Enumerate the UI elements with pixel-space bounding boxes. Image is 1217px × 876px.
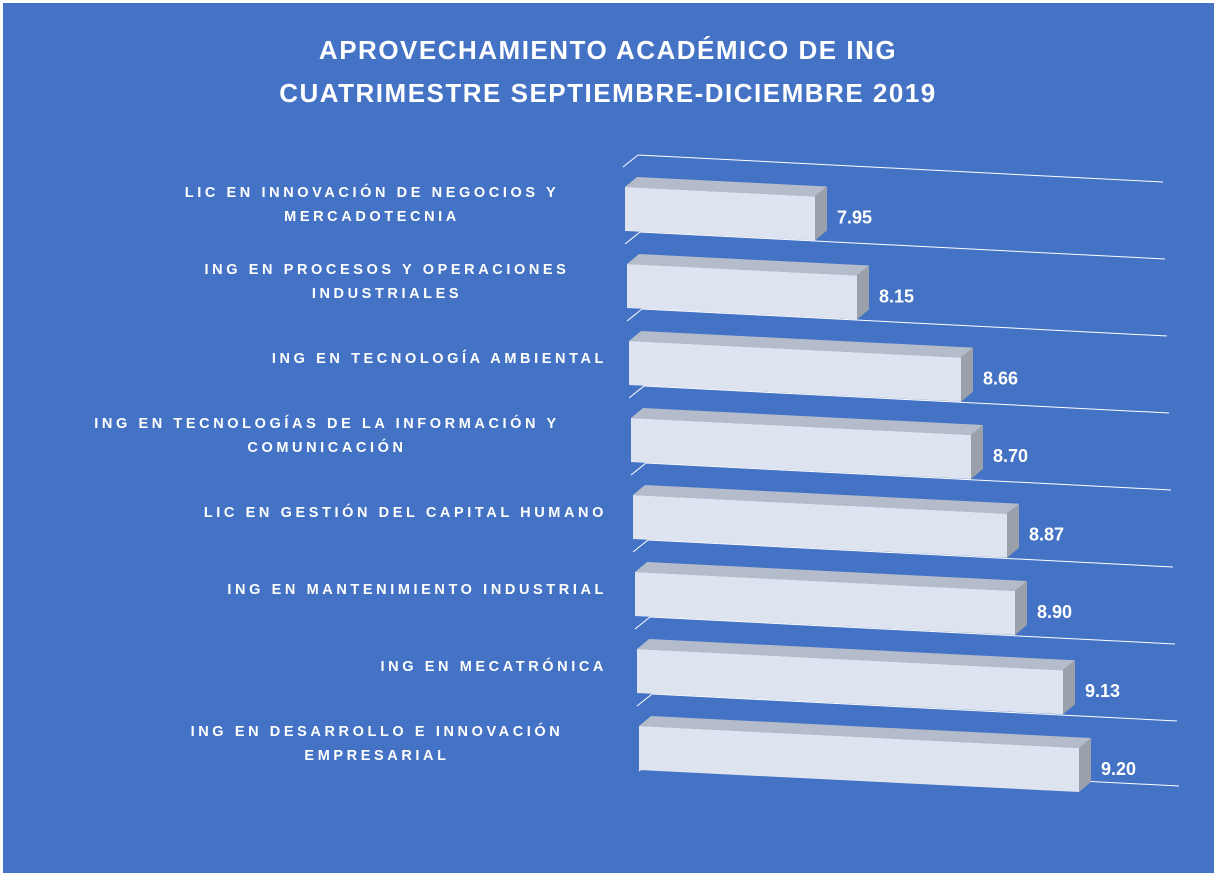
grid-line bbox=[632, 539, 649, 553]
grid-line bbox=[626, 308, 643, 322]
category-label: LIC EN GESTIÓN DEL CAPITAL HUMANO bbox=[203, 505, 607, 521]
bar-front bbox=[633, 495, 1007, 558]
bar-top bbox=[629, 331, 973, 358]
grid-line bbox=[628, 385, 645, 399]
bar-top bbox=[631, 408, 983, 435]
grid-line bbox=[636, 693, 653, 707]
bar-side bbox=[1015, 581, 1027, 635]
bar-front bbox=[627, 264, 857, 320]
bar-side bbox=[1079, 738, 1091, 792]
bar bbox=[637, 639, 1075, 715]
bar-side bbox=[857, 265, 869, 320]
chart-title: APROVECHAMIENTO ACADÉMICO DE ING bbox=[319, 35, 897, 65]
grid-line bbox=[645, 462, 1172, 491]
grid-line bbox=[622, 154, 639, 168]
value-label: 9.20 bbox=[1101, 759, 1136, 779]
bar-top bbox=[639, 716, 1091, 748]
grid-line bbox=[624, 231, 641, 245]
bar bbox=[635, 562, 1027, 635]
bar-top bbox=[635, 562, 1027, 591]
bar-top bbox=[625, 177, 827, 197]
grid-line bbox=[643, 385, 1170, 414]
category-label: ING EN PROCESOS Y OPERACIONES INDUSTRIAL… bbox=[204, 262, 570, 302]
bar-side bbox=[1007, 503, 1019, 558]
bar-side bbox=[961, 347, 973, 402]
category-label: LIC EN INNOVACIÓN DE NEGOCIOS Y MERCADOT… bbox=[184, 185, 560, 225]
value-label: 7.95 bbox=[837, 207, 872, 227]
grid-line bbox=[647, 539, 1174, 568]
value-label: 8.70 bbox=[993, 446, 1028, 466]
grid-line bbox=[651, 693, 1178, 722]
bar-side bbox=[815, 186, 827, 241]
category-label: ING EN TECNOLOGÍAS DE LA INFORMACIÓN Y C… bbox=[94, 416, 560, 456]
grid-line bbox=[641, 308, 1168, 337]
category-label: ING EN DESARROLLO E INNOVACIÓN EMPRESARI… bbox=[190, 724, 564, 764]
category-label: ING EN MANTENIMIENTO INDUSTRIAL bbox=[227, 582, 607, 598]
bar bbox=[633, 485, 1019, 558]
grid-line bbox=[630, 462, 647, 476]
value-label: 9.13 bbox=[1085, 681, 1120, 701]
value-label: 8.66 bbox=[983, 368, 1018, 388]
bar bbox=[625, 177, 827, 241]
bar-top bbox=[627, 254, 869, 276]
grid-line bbox=[637, 154, 1164, 183]
value-label: 8.15 bbox=[879, 286, 914, 306]
bar-front bbox=[631, 418, 971, 479]
category-label: ING EN TECNOLOGÍA AMBIENTAL bbox=[271, 351, 607, 367]
bar-front bbox=[625, 187, 815, 241]
value-label: 8.87 bbox=[1029, 524, 1064, 544]
grid-line bbox=[639, 231, 1166, 260]
grid-line bbox=[649, 616, 1176, 645]
bar-front bbox=[629, 341, 961, 402]
grid-line bbox=[634, 616, 651, 630]
bar-front bbox=[635, 572, 1015, 635]
chart-background bbox=[3, 3, 1214, 873]
chart-subtitle: CUATRIMESTRE SEPTIEMBRE-DICIEMBRE 2019 bbox=[279, 78, 937, 108]
bar bbox=[639, 716, 1091, 792]
bar-front bbox=[639, 726, 1079, 792]
bar bbox=[629, 331, 973, 402]
bar-side bbox=[1063, 660, 1075, 715]
bar bbox=[631, 408, 983, 479]
bar bbox=[627, 254, 869, 320]
bar-top bbox=[633, 485, 1019, 514]
category-label: ING EN MECATRÓNICA bbox=[380, 659, 607, 675]
bar-front bbox=[637, 649, 1063, 715]
bar-side bbox=[971, 425, 983, 479]
bar-top bbox=[637, 639, 1075, 671]
value-label: 8.90 bbox=[1037, 602, 1072, 622]
